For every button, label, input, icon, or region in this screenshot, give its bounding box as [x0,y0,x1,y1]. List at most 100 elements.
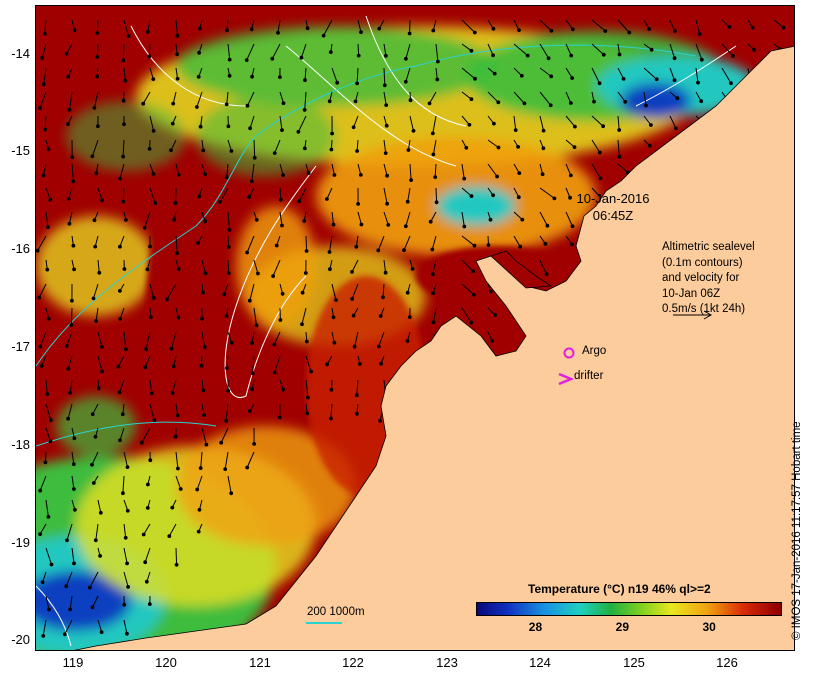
velocity-arrow-head [175,33,180,38]
velocity-arrow [97,187,103,201]
velocity-arrow-head [175,76,180,81]
velocity-arrow [272,259,281,277]
velocity-arrow-head [281,387,286,392]
isobath-scale-label: 200 1000m [307,606,365,618]
velocity-arrow [68,211,73,224]
velocity-arrow-head [195,487,200,492]
velocity-arrow-head [148,458,153,463]
velocity-arrow [142,91,151,104]
velocity-arrow-head [540,172,545,177]
velocity-arrow-head [405,199,410,204]
velocity-arrow [669,43,676,59]
velocity-arrow [301,307,307,325]
velocity-arrow-head [197,194,202,199]
credit-text: © IMOS 17-Jan-2016 11:17:57 Hobart time [791,421,803,640]
velocity-arrow-head [165,297,169,302]
velocity-arrow [39,91,47,109]
velocity-arrow-head [224,175,229,180]
velocity-arrow [407,187,411,202]
legend-velocity-arrow [673,310,713,320]
velocity-arrow-head [64,584,69,589]
velocity-arrow [377,235,385,251]
velocity-arrow-head [327,250,332,254]
velocity-arrow-head [358,173,363,177]
velocity-arrow [461,211,465,227]
velocity-arrow [149,283,155,299]
velocity-arrow-head [141,532,146,537]
velocity-arrow [122,139,125,157]
velocity-arrow [70,307,73,326]
velocity-arrow-head [117,390,122,395]
velocity-arrow [226,91,229,105]
velocity-arrow-head [430,131,435,136]
velocity-arrow-head [675,96,680,101]
velocity-arrow-head [250,74,255,79]
velocity-arrow-head [647,27,652,31]
velocity-arrow [39,331,47,347]
velocity-arrow-head [229,340,234,345]
velocity-arrow-head [198,466,203,471]
velocity-arrow-head [431,291,436,296]
velocity-arrow-head [43,460,48,465]
velocity-arrow-head [247,298,252,303]
velocity-arrow-head [244,58,249,62]
velocity-arrow [175,475,182,490]
velocity-arrow-head [351,125,356,130]
velocity-arrow-head [376,248,381,253]
velocity-arrow [175,187,177,204]
velocity-arrow-head [202,345,207,350]
lon-label: 126 [716,655,738,670]
velocity-arrow-head [271,274,276,279]
velocity-arrow-head [492,121,496,126]
velocity-arrow-head [169,346,174,351]
velocity-arrow-head [116,364,121,369]
velocity-arrow-head [203,271,208,276]
velocity-arrow [39,475,47,491]
velocity-arrow-head [250,341,255,346]
velocity-arrow-head [431,320,436,325]
velocity-arrow [565,91,572,104]
velocity-arrow [357,19,362,33]
velocity-arrow [69,595,73,610]
velocity-arrow [95,307,99,322]
velocity-arrow-head [696,80,700,85]
velocity-arrow [330,403,333,419]
velocity-arrow [383,67,386,86]
velocity-arrow [196,475,203,490]
velocity-arrow [97,619,103,633]
velocity-arrow-head [495,174,500,179]
velocity-arrow [383,43,387,56]
velocity-arrow [383,259,387,273]
velocity-arrow-head [171,101,176,106]
velocity-arrow [149,67,154,80]
velocity-arrow [175,451,179,469]
velocity-arrow-head [88,585,92,590]
velocity-arrow [201,331,206,348]
velocity-arrow-head [141,101,146,106]
velocity-arrow-head [469,97,474,102]
velocity-arrow-head [486,243,491,248]
velocity-arrow-head [202,413,206,418]
velocity-arrow-head [488,289,493,294]
velocity-arrow-head [473,76,477,81]
velocity-arrow [149,379,153,394]
velocity-arrow-head [45,392,50,397]
velocity-arrow [119,307,125,320]
velocity-arrow-head [321,33,326,38]
velocity-arrow-head [72,28,77,33]
velocity-arrow [405,67,411,82]
velocity-arrow [97,259,100,273]
colorbar-title: Temperature (°C) n19 46% ql>=2 [528,582,711,596]
velocity-arrow [253,307,257,326]
velocity-arrow [201,427,207,445]
velocity-arrow-head [72,436,77,441]
velocity-arrow-head [72,267,76,272]
velocity-arrow-head [203,219,208,224]
velocity-arrow-head [64,344,69,348]
velocity-arrow [277,19,281,33]
velocity-arrow-head [280,291,285,296]
velocity-arrow-head [272,370,277,375]
velocity-arrow-head [304,249,309,253]
velocity-arrow-head [279,197,283,202]
velocity-arrow [461,43,472,52]
